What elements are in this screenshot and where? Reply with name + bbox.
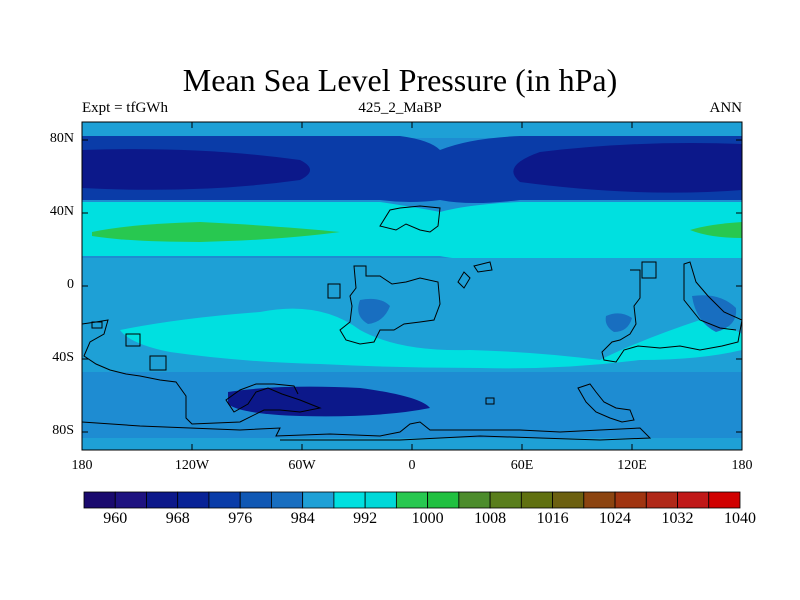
colorbar-swatch-14 [520,491,553,509]
lon-label-120w: 120W [174,458,210,473]
contour-band-equatorial-low-mid [605,313,632,332]
coastlines [82,205,742,441]
lat-label-40s: 40S [52,350,74,365]
coastline-east-continent [601,261,742,363]
colorbar-swatch-16 [583,491,616,509]
lat-label-0: 0 [67,277,74,292]
time-label: 425_2_MaBP [358,100,442,116]
colorbar-swatch-3 [177,491,210,509]
lat-label-40n: 40N [49,204,74,219]
contour-band-north-deep-low-east [513,143,742,193]
colorbar-label: 968 [165,510,190,527]
contour-band-north-high [82,202,742,260]
colorbar-swatch-20 [708,491,741,509]
colorbar-swatch-9 [364,491,397,509]
colorbar-label: 1008 [474,510,507,527]
colorbar-label: 976 [228,510,253,527]
colorbar-swatch-1 [114,491,147,509]
contour-band-equatorial-low-east [692,295,737,332]
coastline-small-island-b [473,261,493,273]
coastline-south-island-b [149,355,167,371]
coastline-small-island-e [485,397,495,405]
colorbar-swatch-8 [333,491,366,509]
coastline-small-island-a [327,283,341,299]
colorbar-swatch-13 [489,491,522,509]
colorbar-swatch-0 [83,491,116,509]
contour-band-north-higher-west [92,222,340,242]
colorbar-swatch-5 [239,491,272,509]
lon-label-0: 0 [408,458,416,473]
coastline-west-south-continent [82,319,322,425]
contour-band-north-higher-east [690,222,742,238]
colorbar-label: 1040 [724,510,756,527]
coastline-equatorial-continent [339,265,441,345]
colorbar-swatch-2 [146,491,179,509]
lon-label-180w: 180 [71,458,93,473]
lon-ticks [81,122,743,450]
coastline-antarctic [82,421,652,441]
season-label: ANN [709,100,743,116]
contour-band-equatorial-low-west [358,298,390,324]
coastline-small-island-d [641,261,657,279]
colorbar-label: 1024 [599,510,631,527]
colorbar-swatch-17 [614,491,647,509]
experiment-label: Expt = tfGWh [82,100,168,116]
coastline-small-island-c [457,271,471,289]
colorbar-swatch-12 [458,491,491,509]
lon-label-60w: 60W [288,458,316,473]
colorbar-swatch-10 [395,491,429,509]
colorbar-swatch-11 [427,491,460,509]
contour-band-south-high [120,308,742,369]
lat-ticks [82,139,742,433]
colorbar-swatch-6 [271,491,304,509]
contour-band-south-low [228,386,430,417]
lon-label-120e: 120E [617,458,647,473]
lon-label-60e: 60E [510,458,534,473]
lon-label-180e: 180 [731,458,753,473]
lat-label-80s: 80S [52,423,74,438]
colorbar-label: 960 [103,510,128,527]
colorbar-label: 992 [353,510,378,527]
coastline-south-island-a [125,333,141,347]
colorbar-label: 1016 [536,510,569,527]
plot-title: Mean Sea Level Pressure (in hPa) [182,62,618,98]
colorbar-swatch-19 [677,491,710,509]
coastline-north-continent [379,205,441,233]
contour-band-north-pole [82,122,742,138]
colorbar-swatch-15 [552,491,585,509]
lat-label-80n: 80N [49,131,74,146]
contour-band-north-deep-low-west [82,149,310,190]
coastline-east-south-islands [577,383,635,423]
colorbar-swatch-4 [208,491,241,509]
colorbar-swatch-18 [645,491,678,509]
colorbar-label: 984 [290,510,315,527]
coastline-small-island-f [91,321,103,329]
colorbar-label: 1032 [661,510,694,527]
colorbar-label: 1000 [411,510,444,527]
colorbar-swatch-7 [302,491,335,509]
